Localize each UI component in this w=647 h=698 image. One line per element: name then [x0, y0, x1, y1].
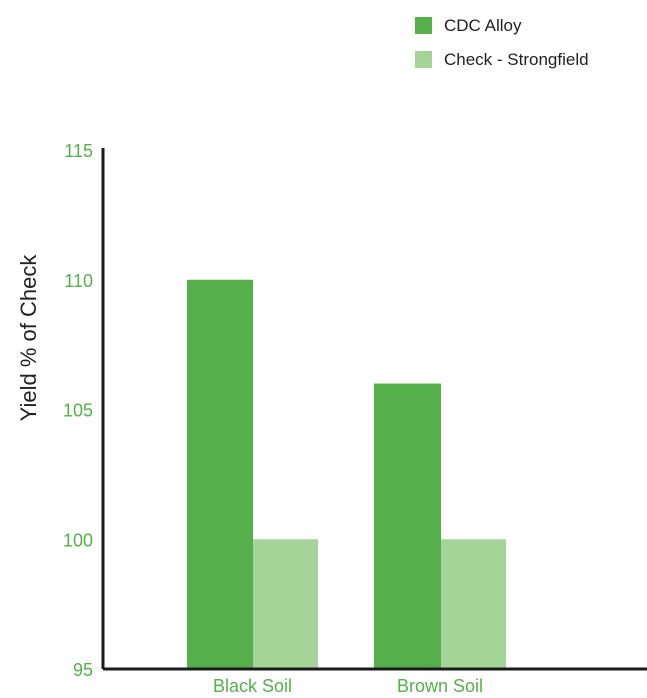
legend-label: CDC Alloy: [444, 16, 522, 35]
y-tick-labels: 95 100 105 110 115: [63, 141, 93, 680]
y-tick-label-105: 105: [63, 401, 93, 421]
y-axis-title: Yield % of Check: [16, 254, 41, 422]
y-tick-label-95: 95: [73, 660, 93, 680]
legend-swatch: [415, 51, 432, 68]
bars: [187, 279, 506, 669]
legend: CDC Alloy Check - Strongfield: [415, 16, 589, 69]
y-tick-label-110: 110: [64, 271, 93, 291]
y-tick-label-115: 115: [64, 141, 93, 161]
bar-brown-soil-check-strongfield: [441, 539, 506, 669]
bar-black-soil-cdc-alloy: [187, 279, 253, 669]
y-tick-label-100: 100: [63, 530, 93, 550]
x-category-label-brown-soil: Brown Soil: [397, 676, 483, 696]
legend-item: CDC Alloy: [415, 16, 522, 35]
x-category-label-black-soil: Black Soil: [213, 676, 292, 696]
x-tick-labels: Black Soil Brown Soil: [213, 676, 483, 696]
legend-item: Check - Strongfield: [415, 50, 589, 69]
bar-black-soil-check-strongfield: [253, 539, 318, 669]
legend-swatch: [415, 17, 432, 34]
axes: [101, 148, 647, 671]
bar-brown-soil-cdc-alloy: [374, 383, 441, 669]
legend-label: Check - Strongfield: [444, 50, 589, 69]
